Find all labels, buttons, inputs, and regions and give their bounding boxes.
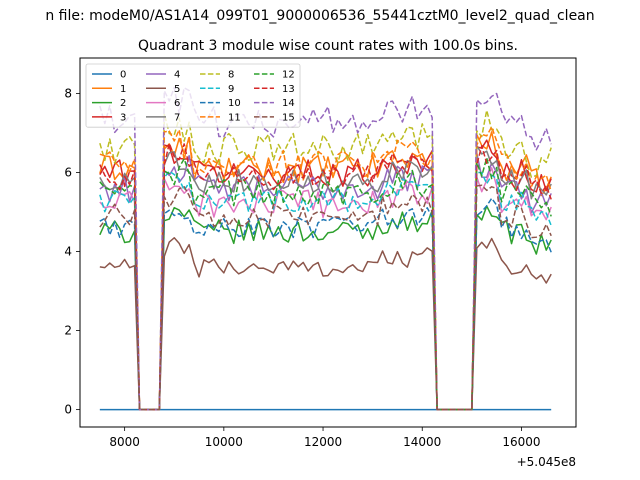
legend-label-12: 12 — [282, 70, 295, 81]
x-tick-label: 14000 — [403, 435, 441, 449]
y-tick-label: 8 — [64, 87, 72, 101]
legend-label-8: 8 — [228, 70, 234, 81]
legend-label-7: 7 — [174, 112, 180, 123]
series-layer — [99, 86, 552, 411]
y-tick-label: 4 — [64, 245, 72, 259]
x-offset-label: +5.045e8 — [517, 455, 576, 469]
x-tick-label: 10000 — [205, 435, 243, 449]
legend-label-2: 2 — [120, 98, 126, 109]
figure-suptitle: n file: modeM0/AS1A14_099T01_9000006536_… — [45, 8, 594, 24]
y-tick-label: 2 — [64, 324, 72, 338]
legend-label-0: 0 — [120, 70, 126, 81]
legend-label-13: 13 — [282, 84, 295, 95]
series-line-9 — [99, 170, 552, 411]
series-line-12 — [99, 157, 552, 411]
series-line-15 — [99, 184, 552, 411]
series-line-14 — [99, 86, 552, 411]
legend-label-1: 1 — [120, 84, 126, 95]
series-line-10 — [99, 197, 552, 411]
legend-label-3: 3 — [120, 112, 126, 123]
y-tick-label: 6 — [64, 166, 72, 180]
y-tick-label: 0 — [64, 403, 72, 417]
chart-title: Quadrant 3 module wise count rates with … — [138, 38, 518, 54]
x-tick-label: 12000 — [304, 435, 342, 449]
legend-label-5: 5 — [174, 84, 180, 95]
legend-label-11: 11 — [228, 112, 241, 123]
series-line-11 — [99, 126, 552, 411]
legend-label-14: 14 — [282, 98, 295, 109]
legend-label-4: 4 — [174, 70, 180, 81]
legend-label-9: 9 — [228, 84, 234, 95]
legend-label-6: 6 — [174, 98, 180, 109]
axes: 8000 10000 12000 14000 16000 0 2 4 6 8 — [64, 87, 540, 449]
x-tick-label: 8000 — [109, 435, 140, 449]
legend-label-10: 10 — [228, 98, 241, 109]
plot-frame — [79, 57, 577, 428]
legend-label-15: 15 — [282, 112, 295, 123]
legend-box — [85, 63, 301, 128]
x-tick-label: 16000 — [502, 435, 540, 449]
